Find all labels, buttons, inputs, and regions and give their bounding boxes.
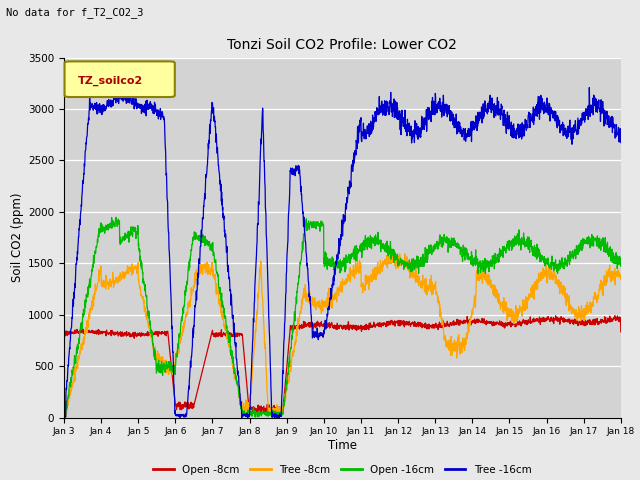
Text: No data for f_T2_CO2_3: No data for f_T2_CO2_3 [6,7,144,18]
Title: Tonzi Soil CO2 Profile: Lower CO2: Tonzi Soil CO2 Profile: Lower CO2 [227,38,458,52]
X-axis label: Time: Time [328,439,357,452]
Y-axis label: Soil CO2 (ppm): Soil CO2 (ppm) [11,193,24,282]
Legend: Open -8cm, Tree -8cm, Open -16cm, Tree -16cm: Open -8cm, Tree -8cm, Open -16cm, Tree -… [149,461,536,479]
